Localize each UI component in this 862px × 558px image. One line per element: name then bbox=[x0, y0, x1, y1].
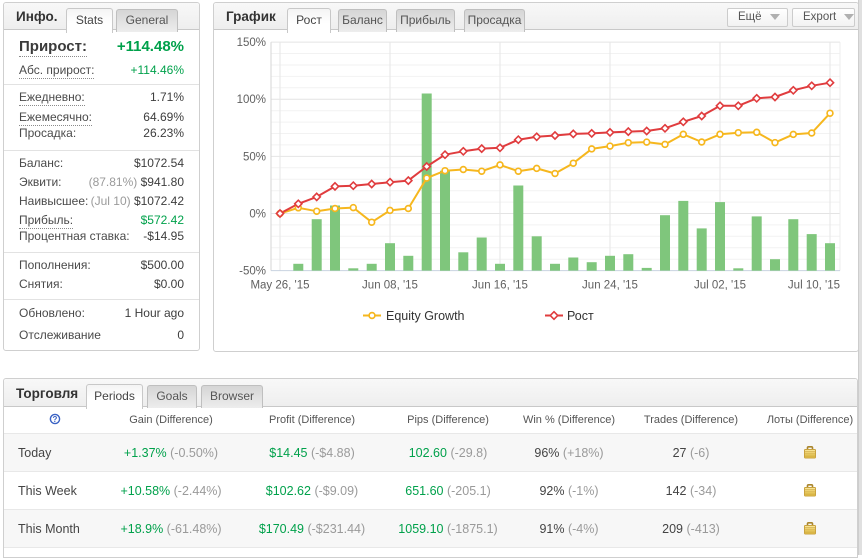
svg-text:50%: 50% bbox=[243, 151, 266, 163]
svg-text:May 26, '15: May 26, '15 bbox=[250, 280, 309, 292]
svg-text:Jun 08, '15: Jun 08, '15 bbox=[362, 280, 418, 292]
svg-text:Jul 10, '15: Jul 10, '15 bbox=[788, 280, 840, 292]
svg-text:Рост: Рост bbox=[567, 309, 594, 323]
svg-text:?: ? bbox=[53, 415, 58, 424]
svg-text:0%: 0% bbox=[249, 209, 266, 221]
svg-text:-50%: -50% bbox=[239, 266, 266, 278]
svg-text:Jun 16, '15: Jun 16, '15 bbox=[472, 280, 528, 292]
svg-text:Equity Growth: Equity Growth bbox=[386, 309, 465, 323]
svg-text:Jun 24, '15: Jun 24, '15 bbox=[582, 280, 638, 292]
svg-text:100%: 100% bbox=[237, 94, 266, 106]
svg-text:Jul 02, '15: Jul 02, '15 bbox=[694, 280, 746, 292]
svg-text:150%: 150% bbox=[237, 37, 266, 49]
